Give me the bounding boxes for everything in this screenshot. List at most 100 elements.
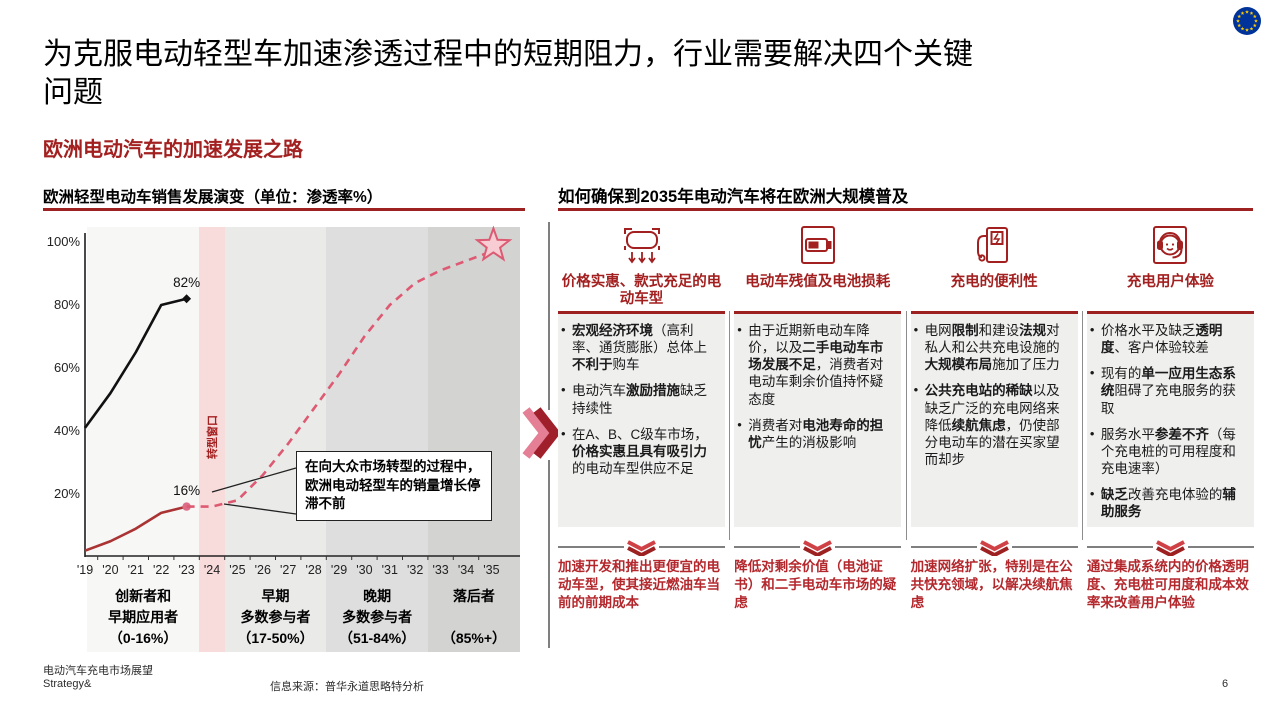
x-tick-label: '21	[127, 563, 144, 577]
eu-star	[1237, 23, 1242, 28]
bullet-text: 电动汽车激励措施缺乏持续性	[572, 383, 707, 416]
bullet-list: • 由于近期新电动车降价，以及二手电动车市场发展不足，消费者对电动车剩余价值持怀疑…	[734, 311, 902, 527]
x-tick-label: '20	[102, 563, 119, 577]
bullet-text: 服务水平参差不齐（每个充电桩的可用程度和充电速率）	[1100, 426, 1236, 476]
column-title: 充电的便利性	[950, 274, 1038, 290]
eu-star	[1240, 11, 1245, 15]
eu-star	[1249, 26, 1254, 31]
bullet-text: 缺乏改善充电体验的辅助服务	[1100, 487, 1236, 520]
column-title: 电动车残值及电池损耗	[745, 274, 891, 290]
bullet-list: • 电网限制和建设法规对私人和公共充电设施的大规模布局施加了压力 • 公共充电站的稀缺…	[910, 311, 1078, 527]
x-tick-label: '35	[483, 563, 500, 577]
right-heading-rule	[558, 208, 1253, 211]
bullet-text: 消费者对电池寿命的担忧产生的消极影响	[748, 417, 884, 450]
column-divider	[905, 311, 907, 540]
phase-label: 晚期 多数参与者 （51-84%）	[338, 588, 416, 646]
action-separator	[734, 538, 902, 558]
series-red-solid-line	[84, 505, 187, 552]
action-text: 通过集成系统内的价格透明度、充电桩可用度和成本效率来改善用户体验	[1086, 559, 1249, 610]
eu-star	[1249, 11, 1254, 15]
column-title: 充电用户体验	[1126, 274, 1214, 290]
left-heading-rule	[43, 208, 525, 211]
section-heading: 如何确保到2035年电动汽车将在欧洲大规模普及	[558, 188, 909, 206]
bullet-text: 在A、B、C级车市场，价格实惠且具有吸引力的电动车型供应不足	[572, 426, 708, 476]
eu-star	[1245, 10, 1249, 14]
issue-column: 充电用户体验 • 价格水平及缺乏透明度、客户体验较差 • 现有的单一应用生态系统阻碍了充…	[1086, 222, 1254, 662]
series-black-solid-line	[83, 297, 187, 429]
action-separator	[1086, 538, 1254, 558]
footer-source: 信息来源：普华永道思略特分析	[270, 681, 424, 693]
eu-star	[1236, 19, 1240, 23]
bullet-dot: •	[1089, 322, 1095, 337]
eu-star	[1245, 28, 1249, 32]
bullet: • 现有的单一应用生态系统阻碍了充电服务的获取	[1090, 365, 1249, 416]
battery-icon	[795, 222, 841, 273]
x-tick-label: '31	[381, 563, 398, 577]
bullet: • 电网限制和建设法规对私人和公共充电设施的大规模布局施加了压力	[914, 322, 1073, 373]
headset-icon	[1147, 222, 1193, 273]
x-tick-label: '27	[280, 563, 297, 577]
dot-marker	[182, 502, 191, 511]
phase-band	[326, 227, 428, 652]
charging-station-icon	[971, 222, 1017, 273]
chevron-down-icon	[1086, 538, 1254, 558]
bullet-text: 现有的单一应用生态系统阻碍了充电服务的获取	[1100, 366, 1236, 416]
footer-report-title: 电动汽车充电市场展望	[43, 665, 153, 677]
bullet-dot: •	[737, 416, 742, 432]
x-tick-label: '29	[330, 563, 348, 577]
x-tick-label: '22	[153, 563, 170, 577]
action-text: 加速开发和推出更便宜的电动车型，使其接近燃油车当前的前期成本	[558, 559, 720, 610]
star-icon	[474, 225, 513, 262]
callout-box: 在向大众市场转型的过程中，欧洲电动轻型车的销量增长停滞不前	[296, 451, 492, 521]
bullet: • 由于近期新电动车降价，以及二手电动车市场发展不足，消费者对电动车剩余价值持怀疑…	[737, 322, 896, 408]
bullet-dot: •	[913, 322, 919, 337]
action-separator	[910, 538, 1078, 558]
page-number: 6	[1222, 678, 1229, 690]
x-tick-label: '26	[254, 563, 271, 577]
bullet: • 消费者对电池寿命的担忧产生的消极影响	[737, 417, 896, 451]
phase-band-vertical-label: 转型窗口	[207, 415, 219, 459]
bullet-list: • 宏观经济环境（高利率、通货膨胀）总体上不利于购车 • 电动汽车激励措施缺乏持续性 •…	[558, 311, 725, 527]
bullet: • 服务水平参差不齐（每个充电桩的可用程度和充电速率）	[1090, 426, 1249, 477]
bullet-list: • 价格水平及缺乏透明度、客户体验较差 • 现有的单一应用生态系统阻碍了充电服务的获取…	[1086, 311, 1254, 527]
eu-star	[1240, 26, 1245, 31]
action-text: 加速网络扩张，特别是在公共快充领域，以解决续航焦虑	[910, 559, 1073, 610]
eu-star	[1254, 19, 1258, 23]
bullet-text: 公共充电站的稀缺以及缺乏广泛的充电网络来降低续航焦虑，仍使部分电动车的潜在买家望…	[924, 383, 1060, 467]
bullet-text: 宏观经济环境（高利率、通货膨胀）总体上不利于购车	[572, 323, 707, 373]
phase-band	[87, 227, 200, 652]
page-subtitle: 欧洲电动汽车的加速发展之路	[43, 139, 303, 161]
y-tick-label: 100%	[46, 234, 80, 249]
phase-band	[199, 227, 225, 652]
eu-star	[1252, 14, 1257, 19]
callout-leader-line	[211, 467, 297, 493]
eu-star	[1237, 14, 1242, 19]
x-tick-label: '34	[457, 563, 475, 577]
x-tick-label: '28	[305, 563, 322, 577]
x-tick-label: '23	[178, 563, 195, 577]
column-divider	[1081, 311, 1083, 540]
eu-circle	[1233, 7, 1261, 35]
chevron-down-icon	[910, 538, 1078, 558]
bullet-dot: •	[1089, 486, 1095, 502]
x-tick-label: '32	[407, 563, 424, 577]
column-title: 价格实惠、款式充足的电动车型	[561, 274, 722, 308]
y-tick-label: 60%	[53, 360, 80, 375]
action-separator	[558, 538, 725, 558]
y-tick-label: 20%	[53, 486, 80, 501]
callout-leader-line	[223, 503, 297, 515]
x-tick-label: '24	[203, 563, 221, 577]
chevron-down-icon	[734, 538, 902, 558]
bullet: • 在A、B、C级车市场，价格实惠且具有吸引力的电动车型供应不足	[561, 426, 720, 477]
eu-flag-icon	[1232, 6, 1262, 41]
bullet: • 电动汽车激励措施缺乏持续性	[561, 382, 720, 416]
phase-band	[427, 227, 520, 652]
bullet: • 宏观经济环境（高利率、通货膨胀）总体上不利于购车	[561, 322, 720, 373]
data-point-label: 82%	[173, 274, 201, 290]
diamond-marker	[182, 294, 192, 304]
eu-star	[1252, 23, 1257, 28]
bullet-text: 电网限制和建设法规对私人和公共充电设施的大规模布局施加了压力	[924, 323, 1060, 373]
phase-label: 早期 多数参与者 （17-50%）	[237, 588, 314, 646]
chevron-down-icon	[558, 538, 725, 558]
bullet-dot: •	[1089, 365, 1095, 381]
